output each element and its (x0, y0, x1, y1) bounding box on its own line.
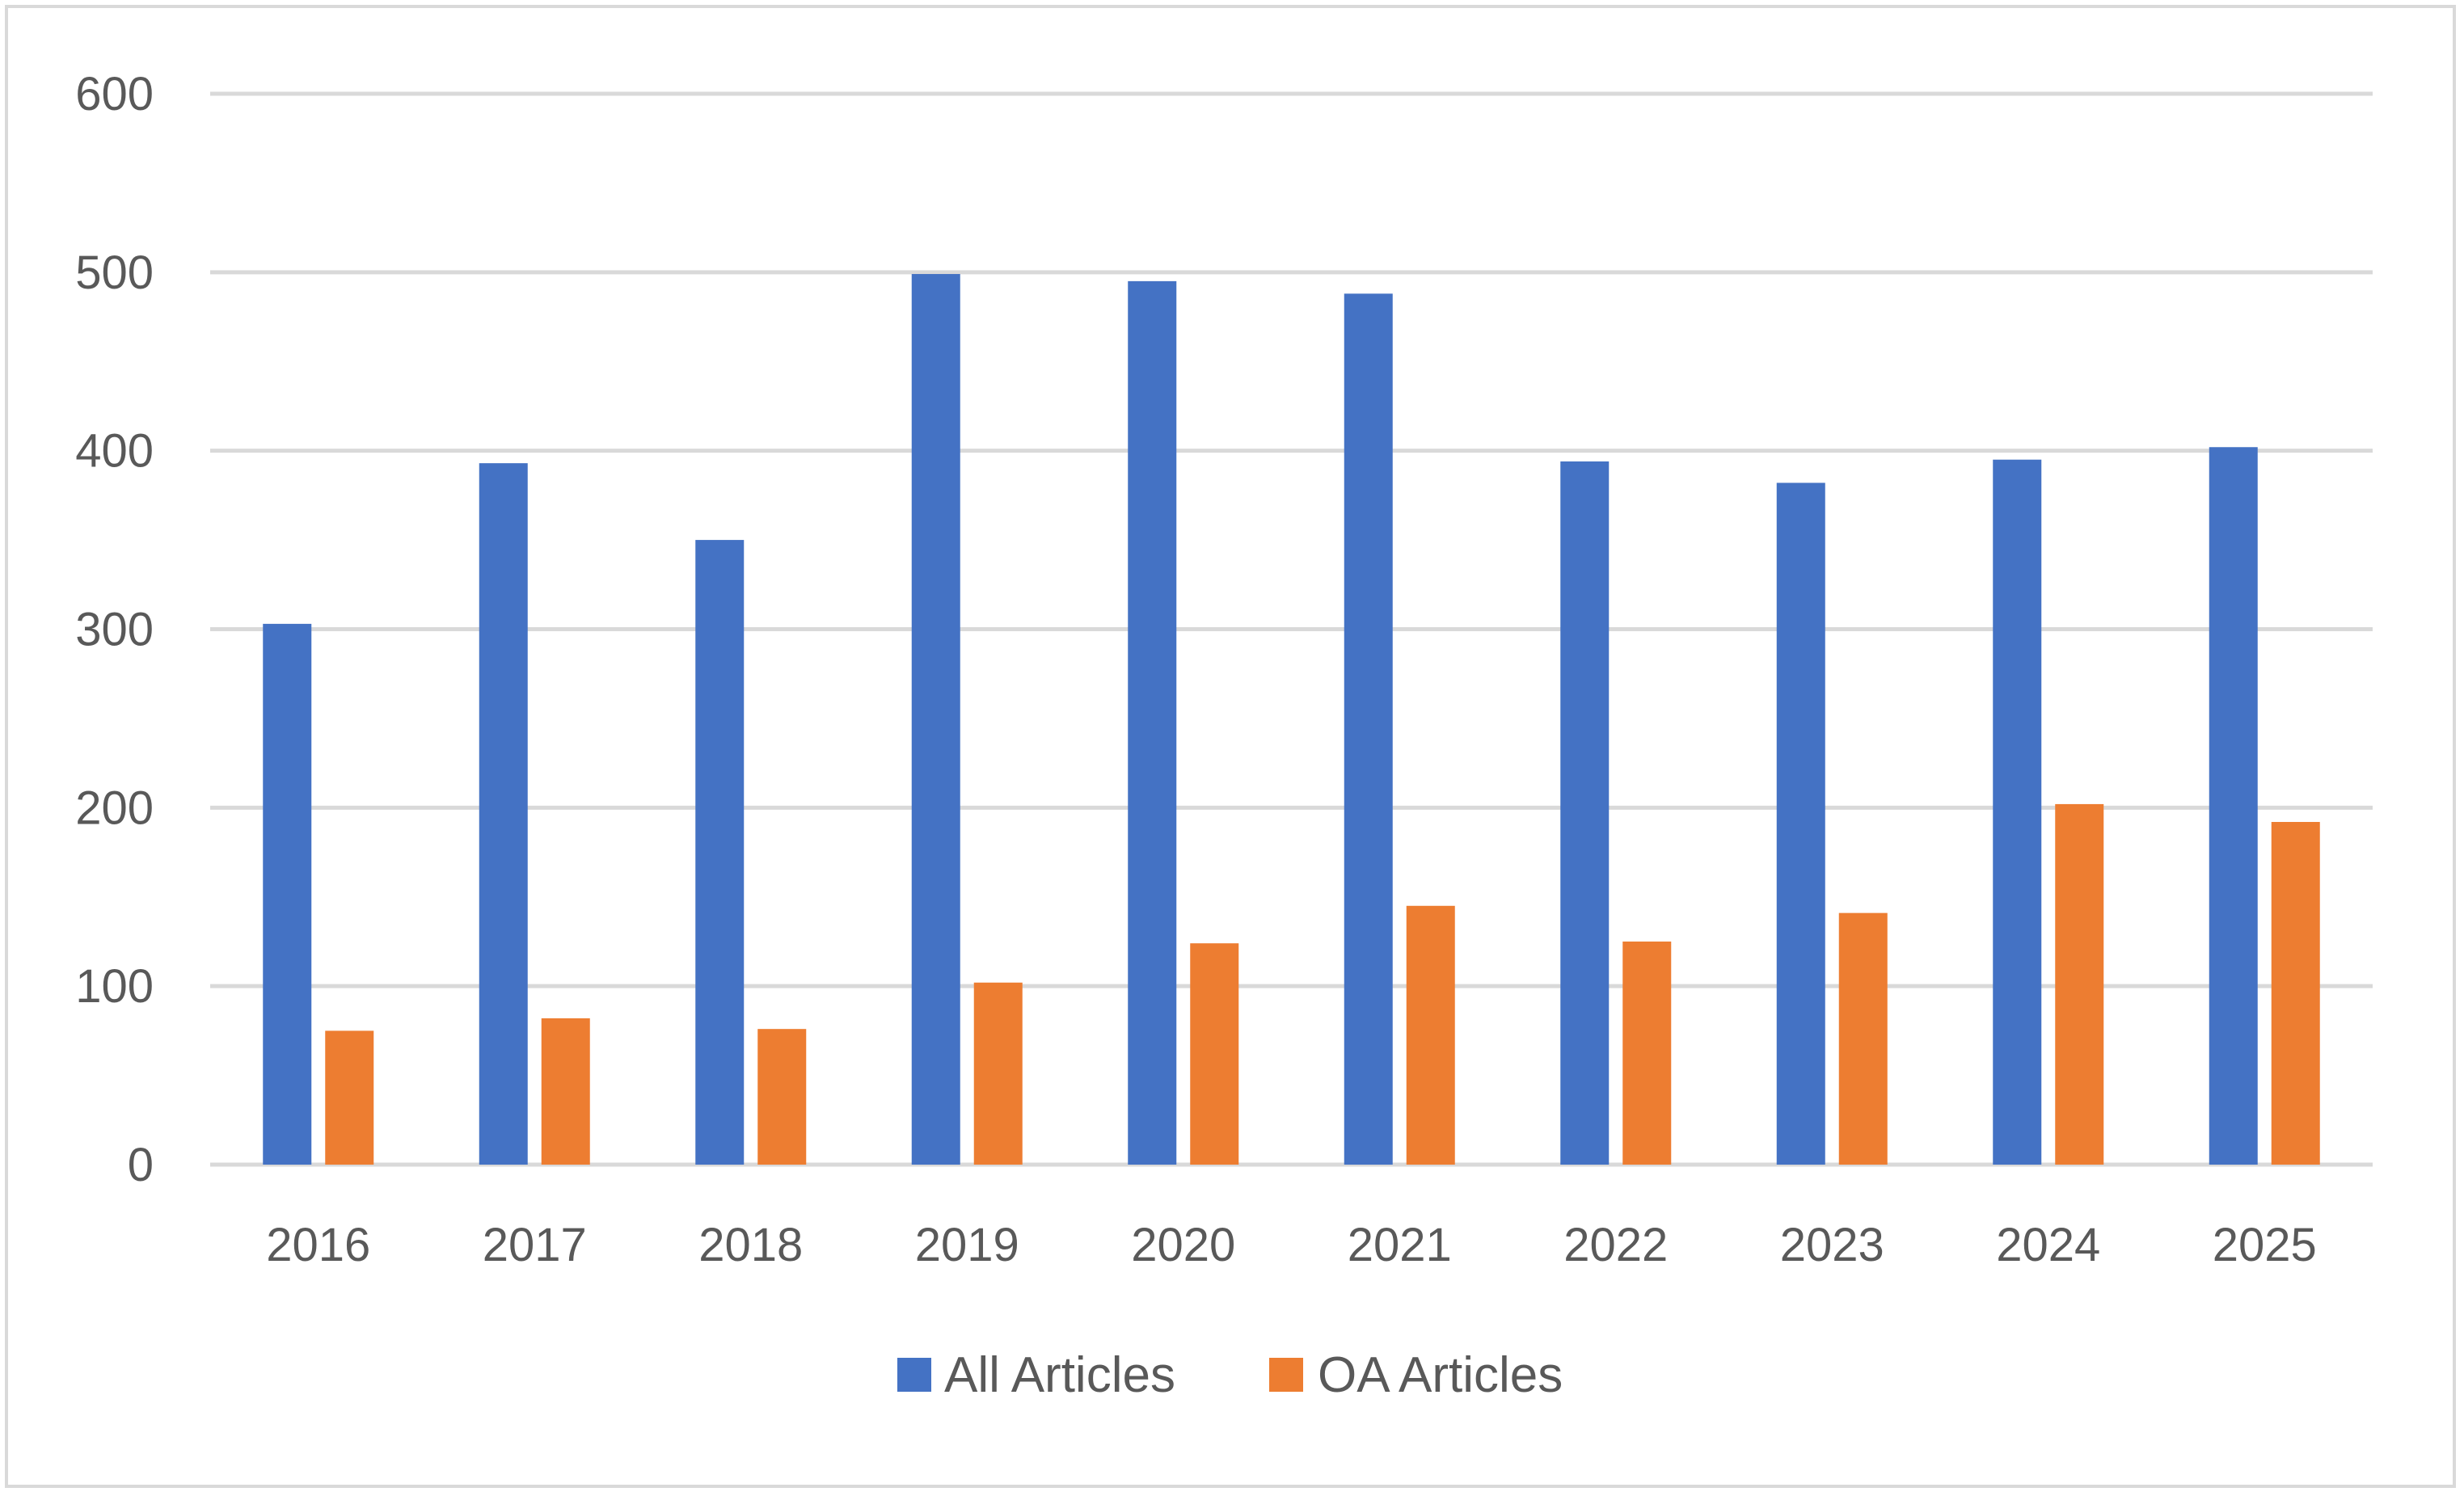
x-tick-label-2017: 2017 (483, 1219, 587, 1271)
x-tick-label-2020: 2020 (1131, 1219, 1235, 1271)
x-tick-label-2022: 2022 (1563, 1219, 1668, 1271)
y-axis-tick-labels: 0 100 200 300 400 500 600 (75, 68, 154, 1191)
x-tick-label-2025: 2025 (2213, 1219, 2317, 1271)
x-tick-label-2021: 2021 (1348, 1219, 1452, 1271)
y-tick-label-600: 600 (75, 68, 154, 120)
x-tick-label-2016: 2016 (266, 1219, 370, 1271)
chart-frame (5, 5, 2456, 1488)
bars (263, 274, 2320, 1165)
bar-oa-articles-2020 (1190, 943, 1239, 1165)
y-tick-label-200: 200 (75, 782, 154, 834)
x-tick-label-2024: 2024 (1996, 1219, 2100, 1271)
y-tick-label-400: 400 (75, 425, 154, 478)
bar-oa-articles-2016 (325, 1030, 374, 1165)
legend-label-oa-articles: OA Articles (1318, 1347, 1563, 1403)
x-tick-label-2019: 2019 (915, 1219, 1019, 1271)
bar-oa-articles-2022 (1622, 941, 1672, 1165)
bar-all-articles-2023 (1776, 483, 1825, 1165)
y-tick-label-300: 300 (75, 604, 154, 656)
bar-all-articles-2022 (1560, 461, 1610, 1165)
bar-oa-articles-2021 (1406, 905, 1455, 1165)
legend-label-all-articles: All Articles (944, 1347, 1175, 1403)
bar-oa-articles-2018 (757, 1029, 807, 1165)
legend: All Articles OA Articles (897, 1347, 1563, 1403)
bar-oa-articles-2023 (1838, 912, 1888, 1165)
gridlines (210, 91, 2373, 1167)
y-tick-label-0: 0 (128, 1139, 154, 1191)
legend-item-all-articles: All Articles (897, 1347, 1175, 1403)
legend-swatch-all-articles (897, 1358, 931, 1392)
y-tick-label-100: 100 (75, 960, 154, 1013)
x-tick-label-2018: 2018 (698, 1219, 803, 1271)
bar-all-articles-2017 (479, 463, 528, 1165)
bar-all-articles-2019 (911, 274, 960, 1165)
bar-all-articles-2016 (263, 623, 312, 1165)
legend-swatch-oa-articles (1269, 1358, 1303, 1392)
bar-all-articles-2020 (1128, 280, 1177, 1165)
bar-all-articles-2025 (2209, 447, 2258, 1165)
bar-oa-articles-2024 (2055, 803, 2104, 1165)
x-axis-tick-labels: 2016 2017 2018 2019 2020 2021 2022 2023 2024 2025 (266, 1219, 2317, 1271)
bar-oa-articles-2019 (973, 982, 1023, 1165)
x-tick-label-2023: 2023 (1780, 1219, 1884, 1271)
bar-all-articles-2021 (1344, 293, 1393, 1165)
bar-all-articles-2024 (1993, 459, 2042, 1165)
legend-item-oa-articles: OA Articles (1269, 1347, 1563, 1403)
bar-oa-articles-2017 (541, 1018, 590, 1165)
bar-all-articles-2018 (695, 540, 745, 1165)
y-tick-label-500: 500 (75, 247, 154, 299)
bar-oa-articles-2025 (2271, 822, 2320, 1165)
